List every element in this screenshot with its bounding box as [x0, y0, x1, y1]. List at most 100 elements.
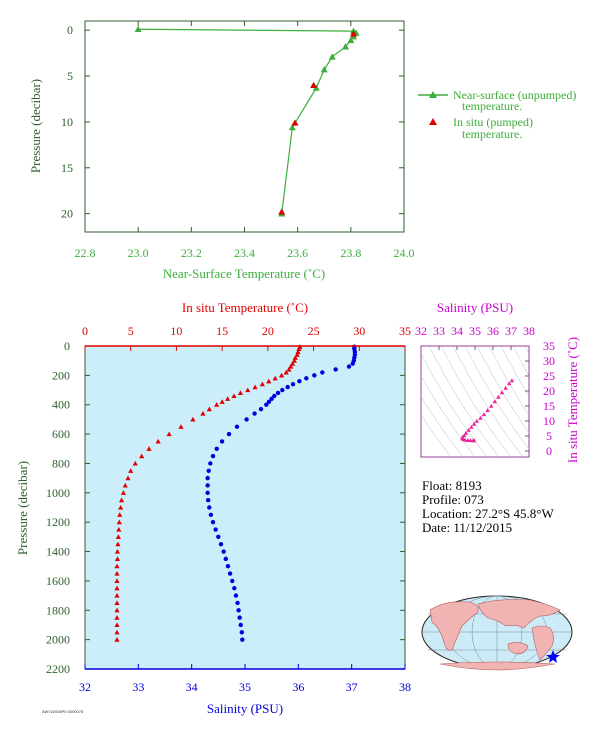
temperature-point — [125, 475, 131, 481]
salinity-point — [252, 411, 257, 416]
salinity-point — [227, 571, 233, 576]
ts-point — [496, 394, 501, 399]
ts-x-tick-label: 32 — [415, 324, 427, 338]
profile-date: Date: 11/12/2015 — [422, 520, 512, 535]
salinity-point — [269, 396, 274, 402]
pressure-tick-label: 200 — [52, 368, 70, 382]
temperature-point — [286, 366, 292, 372]
temperature-point — [206, 406, 212, 412]
legend-green-triangle-icon — [429, 91, 437, 98]
float-location: Location: 27.2°S 45.8°W — [422, 506, 554, 521]
near-surface-point — [342, 43, 350, 50]
temperature-point — [115, 534, 121, 539]
temperature-point — [118, 497, 125, 503]
salinity-point — [210, 453, 216, 459]
temperature-point — [219, 399, 225, 404]
ts-salinity-title: Salinity (PSU) — [437, 300, 513, 315]
salinity-point — [230, 578, 235, 584]
temperature-point — [128, 468, 134, 473]
top-y-axis-label: Pressure (decibar) — [28, 79, 43, 173]
profile-chart: 0 5 10 15 20 25 30 35 32 33 34 35 36 37 38 0 200 400 600 80… — [15, 300, 411, 716]
salinity-tick-label: 32 — [79, 680, 91, 694]
temperature-point — [283, 369, 289, 375]
temperature-point — [266, 378, 272, 384]
temperature-point — [114, 578, 120, 583]
ts-point — [465, 438, 470, 442]
salinity-point — [320, 370, 325, 375]
ts-point — [474, 418, 479, 423]
ts-point — [509, 378, 515, 383]
top-x-tick-label: 23.8 — [340, 246, 361, 260]
temperature-point — [166, 431, 172, 437]
near-surface-series-line — [138, 28, 357, 214]
world-map — [421, 595, 573, 671]
float-location-marker-icon — [546, 650, 560, 663]
salinity-point — [240, 637, 245, 642]
temperature-point — [132, 460, 138, 466]
ts-x-tick-label: 36 — [487, 324, 499, 338]
top-plot-frame — [84, 20, 405, 233]
temperature-point — [278, 372, 285, 378]
top-y-tick-label: 0 — [67, 23, 73, 37]
top-x-axis-label: Near-Surface Temperature (˚C) — [163, 266, 325, 281]
temperature-point — [245, 387, 251, 393]
temperature-point — [114, 563, 120, 569]
float-info: Float: 8193 Profile: 073 Location: 27.2°… — [422, 478, 554, 535]
temperature-point — [117, 512, 123, 517]
salinity-tick-label: 35 — [239, 680, 251, 694]
temperature-tick-label: 10 — [170, 324, 182, 338]
ts-point — [462, 437, 468, 442]
temperature-point — [190, 416, 196, 422]
profile-number: Profile: 073 — [422, 492, 484, 507]
pressure-tick-label: 2000 — [46, 633, 70, 647]
ts-density-contour — [421, 414, 452, 457]
near-surface-point — [288, 123, 296, 131]
temperature-point — [231, 393, 237, 398]
ts-point — [466, 427, 471, 432]
temperature-point — [288, 363, 294, 369]
temperature-point — [225, 396, 231, 401]
temperature-point — [116, 526, 122, 532]
salinity-point — [205, 490, 210, 496]
ts-density-contour — [488, 346, 529, 416]
legend-near-surface-label-2: temperature. — [462, 99, 522, 113]
temperature-point — [200, 410, 206, 416]
salinity-tick-label: 33 — [132, 680, 144, 694]
ts-point — [468, 438, 473, 443]
top-y-tick-label: 10 — [61, 115, 73, 129]
ts-y-tick-label: 5 — [546, 429, 552, 443]
ts-point — [471, 421, 477, 426]
temperature-point — [122, 482, 128, 488]
salinity-tick-label: 34 — [186, 680, 198, 694]
float-id: Float: 8193 — [422, 478, 482, 493]
salinity-point — [205, 483, 210, 488]
in-situ-point — [291, 119, 299, 126]
near-surface-point — [320, 66, 328, 73]
salinity-point — [304, 376, 309, 381]
salinity-point — [290, 381, 296, 387]
in-situ-point — [310, 81, 318, 89]
in-situ-point — [278, 208, 286, 215]
top-x-tick-label: 23.0 — [128, 246, 149, 260]
temperature-point — [178, 424, 184, 429]
salinity-point — [207, 505, 212, 510]
ts-point — [503, 385, 508, 390]
ts-plot-background — [420, 345, 530, 458]
ts-point — [492, 399, 497, 404]
salinity-point — [219, 439, 225, 444]
ts-point — [478, 415, 483, 420]
temperature-tick-label: 25 — [308, 324, 320, 338]
ts-density-contour — [476, 346, 529, 434]
salinity-point — [234, 424, 240, 429]
temperature-point — [114, 570, 120, 576]
salinity-point — [213, 527, 218, 532]
temperature-tick-label: 30 — [353, 324, 365, 338]
temperature-point — [116, 519, 122, 525]
ts-point — [471, 438, 477, 443]
temperature-point — [118, 504, 124, 510]
ts-point — [463, 430, 469, 435]
salinity-point — [312, 373, 317, 378]
salinity-point — [333, 367, 338, 372]
top-y-ticks: 0 5 10 15 20 — [61, 23, 404, 221]
